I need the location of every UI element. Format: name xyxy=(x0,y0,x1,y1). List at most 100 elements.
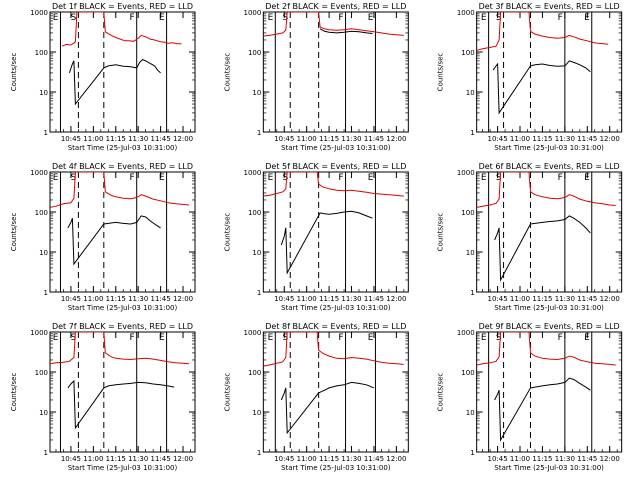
y-axis-label: Counts/sec xyxy=(223,373,231,412)
panel-7: Det 7f BLACK = Events, RED = LLD 1 10 100 10… xyxy=(10,322,196,472)
y-axis-label: Counts/sec xyxy=(10,213,18,252)
panel-8: Det 8f BLACK = Events, RED = LLD 1 10 100 10… xyxy=(223,322,409,472)
x-tick-label: 12:00 xyxy=(386,455,406,463)
x-tick-label: 11:00 xyxy=(83,455,103,463)
x-tick-label: 10:45 xyxy=(487,295,507,303)
y-tick-label: 1 xyxy=(257,449,261,457)
panel-9: Det 9f BLACK = Events, RED = LLD 1 10 100 10… xyxy=(437,322,623,472)
x-axis-label: Start Time (25-Jul-03 10:31:00) xyxy=(494,144,604,152)
x-tick-label: 11:15 xyxy=(532,135,552,143)
y-tick-label: 100 xyxy=(461,209,474,217)
lld-series-line xyxy=(263,172,404,197)
x-tick-label: 10:45 xyxy=(487,135,507,143)
marker-label: S xyxy=(496,173,502,183)
lld-series-line xyxy=(50,172,190,208)
y-tick-label: 1 xyxy=(470,289,474,297)
marker-label: E xyxy=(159,173,165,183)
y-axis-label: Counts/sec xyxy=(223,53,231,92)
y-tick-label: 1000 xyxy=(30,9,48,17)
plot-frame xyxy=(49,11,196,133)
marker-label: E xyxy=(368,13,374,23)
x-tick-label: 11:45 xyxy=(577,135,597,143)
marker-label: S xyxy=(283,333,289,343)
panel-title: Det 1f BLACK = Events, RED = LLD xyxy=(52,2,193,11)
x-tick-label: 11:30 xyxy=(128,295,148,303)
x-tick-label: 11:00 xyxy=(83,295,103,303)
x-tick-label: 11:00 xyxy=(83,135,103,143)
marker-label: F xyxy=(130,173,135,183)
x-axis-label: Start Time (25-Jul-03 10:31:00) xyxy=(281,144,391,152)
panel-4: Det 4f BLACK = Events, RED = LLD 1 10 100 10… xyxy=(10,162,196,312)
panel-6: Det 6f BLACK = Events, RED = LLD 1 10 100 10… xyxy=(437,162,623,312)
x-tick-label: 10:45 xyxy=(274,295,294,303)
x-tick-label: 11:45 xyxy=(577,455,597,463)
marker-label: E xyxy=(268,13,274,23)
marker-label: F xyxy=(130,333,135,343)
plot-frame xyxy=(262,11,409,133)
panel-1: Det 1f BLACK = Events, RED = LLD 1 10 100 10… xyxy=(10,2,196,152)
x-tick-label: 12:00 xyxy=(173,455,193,463)
events-series-line xyxy=(68,58,161,106)
events-series-line xyxy=(494,377,591,442)
x-tick-label: 11:30 xyxy=(341,135,361,143)
y-tick-label: 100 xyxy=(248,209,261,217)
y-tick-label: 10 xyxy=(39,409,48,417)
lld-series-line xyxy=(476,332,616,366)
events-series-line xyxy=(280,381,375,435)
marker-label: F xyxy=(558,333,563,343)
marker-label: S xyxy=(496,13,502,23)
x-tick-label: 11:15 xyxy=(319,135,339,143)
x-axis-label: Start Time (25-Jul-03 10:31:00) xyxy=(494,304,604,312)
x-tick-label: 11:00 xyxy=(510,455,530,463)
panel-title: Det 6f BLACK = Events, RED = LLD xyxy=(479,162,620,171)
y-tick-label: 10 xyxy=(466,249,475,257)
x-axis-label: Start Time (25-Jul-03 10:31:00) xyxy=(281,304,391,312)
x-axis-label: Start Time (25-Jul-03 10:31:00) xyxy=(281,464,391,472)
x-tick-label: 11:30 xyxy=(555,295,575,303)
x-tick-label: 11:45 xyxy=(151,455,171,463)
marker-label: E xyxy=(368,333,374,343)
marker-label: F xyxy=(558,173,563,183)
y-tick-label: 100 xyxy=(248,49,261,57)
marker-label: S xyxy=(283,173,289,183)
x-tick-label: 11:00 xyxy=(510,135,530,143)
y-tick-label: 10 xyxy=(466,409,475,417)
x-tick-label: 11:30 xyxy=(341,295,361,303)
events-series-line xyxy=(280,210,373,275)
lld-series-line xyxy=(476,12,609,51)
marker-label: F xyxy=(338,13,343,23)
marker-label: E xyxy=(481,13,487,23)
events-series-line xyxy=(319,28,373,34)
y-tick-label: 1000 xyxy=(244,9,262,17)
x-tick-label: 11:45 xyxy=(151,295,171,303)
y-tick-label: 1 xyxy=(257,129,261,137)
y-tick-label: 10 xyxy=(39,249,48,257)
x-tick-label: 12:00 xyxy=(386,295,406,303)
y-tick-label: 1000 xyxy=(244,329,262,337)
marker-label: F xyxy=(558,13,563,23)
marker-label: E xyxy=(159,13,165,23)
x-axis-label: Start Time (25-Jul-03 10:31:00) xyxy=(68,464,178,472)
x-axis-label: Start Time (25-Jul-03 10:31:00) xyxy=(68,144,178,152)
x-tick-label: 11:15 xyxy=(106,295,126,303)
marker-label: E xyxy=(268,173,274,183)
plot-frame xyxy=(476,11,623,133)
plot-frame xyxy=(476,331,623,453)
marker-label: E xyxy=(584,13,590,23)
x-tick-label: 11:15 xyxy=(532,295,552,303)
y-axis-label: Counts/sec xyxy=(437,373,445,412)
y-tick-label: 1000 xyxy=(457,329,475,337)
x-tick-label: 11:00 xyxy=(297,135,317,143)
lld-series-line xyxy=(50,332,190,365)
y-tick-label: 10 xyxy=(39,89,48,97)
lld-series-line xyxy=(476,172,616,208)
y-axis-label: Counts/sec xyxy=(437,213,445,252)
x-tick-label: 11:30 xyxy=(555,135,575,143)
x-tick-label: 10:45 xyxy=(274,455,294,463)
x-tick-label: 11:30 xyxy=(555,455,575,463)
x-tick-label: 11:00 xyxy=(297,455,317,463)
y-tick-label: 1 xyxy=(470,449,474,457)
panel-title: Det 5f BLACK = Events, RED = LLD xyxy=(265,162,406,171)
x-tick-label: 11:15 xyxy=(532,455,552,463)
